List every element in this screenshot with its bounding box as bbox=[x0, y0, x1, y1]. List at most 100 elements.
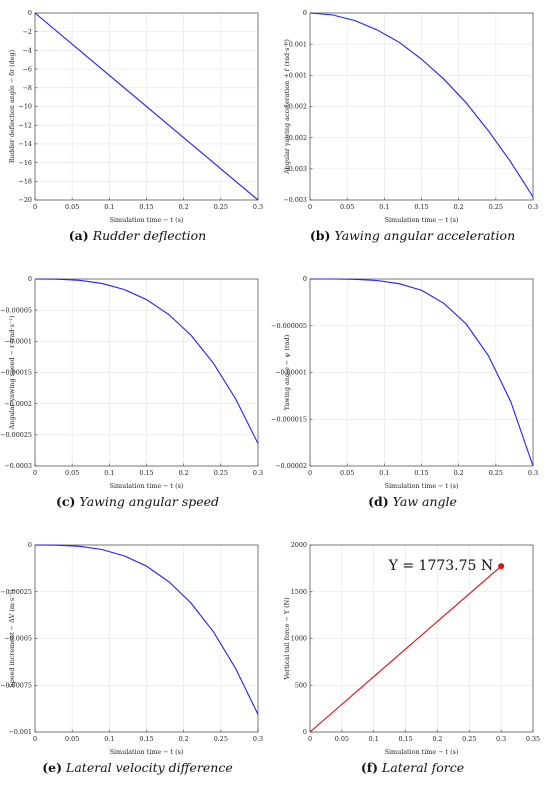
caption-c: (c) Yawing angular speed bbox=[0, 494, 275, 509]
y-tick-label: −14 bbox=[19, 140, 33, 148]
chart-panel-e: 0 0.05 0.1 0.15 0.2 0.25 0.3 0 −0.00025 −0.0005 −0… bbox=[0, 532, 275, 798]
y-tick-label: −2 bbox=[23, 28, 32, 36]
x-tick-label: 0.3 bbox=[496, 735, 506, 743]
y-tick-label: −0.0001 bbox=[4, 338, 32, 346]
chart-svg-a: 0 0.05 0.1 0.15 0.2 0.25 0.3 0 −2 −4 −6 −8 −10 −12 −14… bbox=[8, 9, 263, 224]
y-axis-label: Yawing angle − ψ (rad) bbox=[283, 335, 291, 412]
caption-text: Yawing angular acceleration bbox=[334, 228, 516, 243]
x-tick-label: 0.15 bbox=[398, 735, 412, 743]
caption-f: (f) Lateral force bbox=[275, 760, 550, 775]
x-tick-label: 0 bbox=[308, 735, 312, 743]
y-tick-label: 0 bbox=[28, 275, 32, 283]
caption-tag: (c) bbox=[55, 494, 76, 509]
x-tick-label: 0.1 bbox=[369, 735, 379, 743]
series-line bbox=[309, 12, 534, 198]
x-tick-label: 0 bbox=[33, 735, 37, 743]
y-tick-label: −10 bbox=[19, 103, 33, 111]
x-tick-label: 0.05 bbox=[340, 469, 354, 477]
x-tick-label: 0.15 bbox=[139, 735, 153, 743]
y-tick-label: 2000 bbox=[291, 541, 307, 549]
caption-text: Lateral velocity difference bbox=[66, 760, 233, 775]
x-tick-label: 0 bbox=[308, 469, 312, 477]
chart-panel-d: 0 0.05 0.1 0.15 0.2 0.25 0.3 0 −0.000005 −0.00001… bbox=[271, 266, 550, 532]
x-tick-label: 0 bbox=[33, 469, 37, 477]
caption-b: (b) Yawing angular acceleration bbox=[275, 228, 550, 243]
x-axis-label: Simulation time − t (s) bbox=[385, 216, 459, 224]
y-tick-label: −0.002 bbox=[283, 103, 307, 111]
y-tick-label: 500 bbox=[295, 681, 307, 689]
y-axis-label: Angular yawing acceleration − ṙ (rad·s⁻²… bbox=[283, 39, 291, 175]
chart-svg-b: 0 0.05 0.1 0.15 0.2 0.25 0.3 0 −0.001 −0.001 −0.00… bbox=[283, 9, 538, 224]
y-tick-label: −0.000015 bbox=[271, 415, 307, 423]
y-tick-label: −0.00025 bbox=[0, 431, 32, 439]
x-tick-label: 0.25 bbox=[462, 735, 476, 743]
x-tick-label: 0 bbox=[308, 203, 312, 211]
x-tick-label: 0.25 bbox=[214, 203, 228, 211]
y-tick-label: −0.0002 bbox=[4, 400, 32, 408]
y-tick-label: −0.0003 bbox=[4, 462, 32, 470]
x-tick-label: 0.2 bbox=[454, 469, 464, 477]
caption-tag: (b) bbox=[309, 228, 331, 243]
y-tick-label: −0.001 bbox=[283, 40, 307, 48]
chart-svg-f: 0 0.05 0.1 0.15 0.2 0.25 0.3 0.35 0 500 1000 1500 20… bbox=[283, 541, 540, 756]
y-tick-label: −0.00005 bbox=[0, 306, 32, 314]
y-tick-label: 1500 bbox=[291, 588, 307, 596]
chart-panel-b: 0 0.05 0.1 0.15 0.2 0.25 0.3 0 −0.001 −0.001 −0.00… bbox=[275, 0, 550, 266]
series-line bbox=[309, 565, 502, 733]
caption-text: Rudder deflection bbox=[92, 228, 207, 243]
caption-text: Yaw angle bbox=[392, 494, 457, 509]
y-tick-label: −0.00002 bbox=[275, 462, 307, 470]
chart-panel-f: 0 0.05 0.1 0.15 0.2 0.25 0.3 0.35 0 500 1000 1500 20… bbox=[275, 532, 550, 798]
y-tick-label: 0 bbox=[303, 728, 307, 736]
chart-svg-c: 0 0.05 0.1 0.15 0.2 0.25 0.3 0 −0.00005 −0.0001 −0… bbox=[0, 275, 263, 490]
series-line bbox=[34, 544, 259, 715]
y-axis-label: Angular yawing speed − r (rad·s⁻¹) bbox=[8, 316, 16, 431]
series-line bbox=[310, 278, 534, 467]
x-axis-label: Simulation time − t (s) bbox=[110, 482, 184, 490]
x-tick-label: 0.3 bbox=[253, 469, 263, 477]
y-tick-label: −0.00075 bbox=[0, 681, 32, 689]
y-tick-label: 0 bbox=[28, 541, 32, 549]
x-tick-label: 0.2 bbox=[454, 203, 464, 211]
y-axis-label: Rudder deflection angle − δr (deg) bbox=[8, 50, 16, 163]
y-tick-label: −20 bbox=[19, 196, 33, 204]
x-tick-label: 0.15 bbox=[139, 469, 153, 477]
x-tick-label: 0.05 bbox=[340, 203, 354, 211]
caption-d: (d) Yaw angle bbox=[275, 494, 550, 509]
x-tick-label: 0.1 bbox=[104, 469, 114, 477]
y-axis-label: Vertical tail force − Y (N) bbox=[283, 597, 291, 680]
x-tick-label: 0.05 bbox=[65, 203, 79, 211]
x-tick-label: 0.15 bbox=[139, 203, 153, 211]
x-tick-label: 0.15 bbox=[414, 203, 428, 211]
x-tick-label: 0.1 bbox=[104, 203, 114, 211]
y-tick-label: −0.002 bbox=[283, 134, 307, 142]
y-tick-label: −16 bbox=[19, 159, 33, 167]
x-tick-label: 0.05 bbox=[335, 735, 349, 743]
x-tick-label: 0.3 bbox=[528, 203, 538, 211]
data-point-marker bbox=[498, 563, 505, 570]
x-tick-label: 0.3 bbox=[253, 735, 263, 743]
x-tick-label: 0.2 bbox=[179, 203, 189, 211]
caption-tag: (e) bbox=[42, 760, 63, 775]
y-tick-label: −0.00025 bbox=[0, 588, 32, 596]
caption-tag: (a) bbox=[68, 228, 89, 243]
y-tick-label: 0 bbox=[303, 275, 307, 283]
x-tick-label: 0.05 bbox=[65, 735, 79, 743]
caption-text: Lateral force bbox=[382, 760, 465, 775]
x-tick-label: 0.1 bbox=[104, 735, 114, 743]
y-tick-label: −0.003 bbox=[283, 165, 307, 173]
x-tick-label: 0.2 bbox=[179, 469, 189, 477]
caption-e: (e) Lateral velocity difference bbox=[0, 760, 275, 775]
x-tick-label: 0.25 bbox=[489, 203, 503, 211]
x-tick-label: 0.15 bbox=[414, 469, 428, 477]
y-tick-label: −8 bbox=[23, 84, 32, 92]
x-tick-label: 0.25 bbox=[214, 735, 228, 743]
y-tick-label: 1000 bbox=[291, 635, 307, 643]
y-tick-label: −0.001 bbox=[8, 728, 32, 736]
chart-panel-c: 0 0.05 0.1 0.15 0.2 0.25 0.3 0 −0.00005 −0.0001 −0… bbox=[0, 266, 275, 532]
x-tick-label: 0.2 bbox=[432, 735, 442, 743]
chart-svg-d: 0 0.05 0.1 0.15 0.2 0.25 0.3 0 −0.000005 −0.00001… bbox=[271, 275, 538, 490]
y-tick-label: −0.003 bbox=[283, 196, 307, 204]
chart-panel-a: 0 0.05 0.1 0.15 0.2 0.25 0.3 0 −2 −4 −6 −8 −10 −12 −14… bbox=[0, 0, 275, 266]
x-tick-label: 0.05 bbox=[65, 469, 79, 477]
